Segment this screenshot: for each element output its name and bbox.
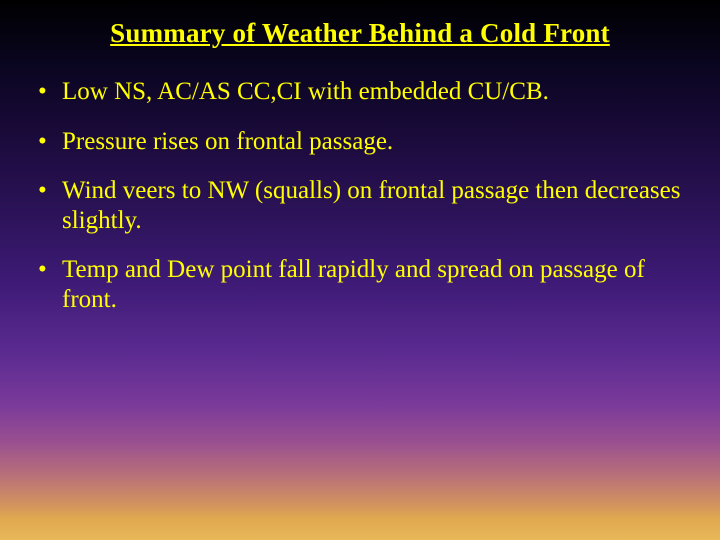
bullet-item: Pressure rises on frontal passage. xyxy=(38,127,688,157)
bullet-list: Low NS, AC/AS CC,CI with embedded CU/CB.… xyxy=(32,77,688,314)
bullet-item: Temp and Dew point fall rapidly and spre… xyxy=(38,255,688,314)
bullet-item: Wind veers to NW (squalls) on frontal pa… xyxy=(38,176,688,235)
slide-title: Summary of Weather Behind a Cold Front xyxy=(32,18,688,49)
bullet-item: Low NS, AC/AS CC,CI with embedded CU/CB. xyxy=(38,77,688,107)
slide: Summary of Weather Behind a Cold Front L… xyxy=(0,0,720,540)
